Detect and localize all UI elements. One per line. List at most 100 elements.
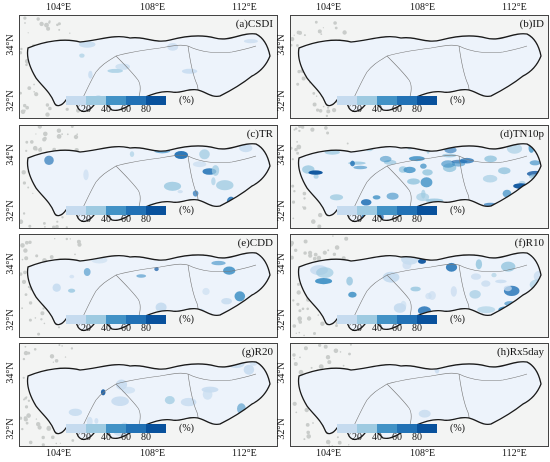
province-boundary — [458, 264, 528, 273]
province-boundary — [386, 274, 412, 320]
shade-patch — [495, 279, 507, 284]
shade-patch — [441, 160, 455, 168]
legend-swatch — [417, 96, 437, 105]
terrain-speck — [27, 416, 29, 418]
terrain-speck — [312, 102, 317, 107]
terrain-speck — [312, 92, 316, 95]
terrain-speck — [306, 307, 309, 311]
legend-tick: 20 — [81, 432, 91, 443]
legend-swatch — [377, 206, 397, 215]
terrain-speck — [25, 421, 29, 425]
terrain-speck — [52, 225, 56, 228]
terrain-speck — [291, 146, 293, 150]
legend-swatch — [66, 315, 86, 324]
shade-patch — [316, 267, 334, 278]
lon-label-top-104: 104°E — [46, 2, 72, 13]
shade-patch — [68, 288, 76, 293]
terrain-speck — [22, 212, 26, 215]
terrain-speck — [293, 128, 296, 131]
terrain-speck — [51, 435, 55, 440]
terrain-speck — [306, 430, 310, 435]
terrain-speck — [291, 158, 294, 161]
terrain-speck — [30, 140, 34, 144]
lat-label: 32°N — [276, 418, 287, 440]
terrain-speck — [20, 51, 23, 55]
province-boundary — [458, 373, 528, 382]
terrain-speck — [296, 290, 301, 295]
terrain-speck — [40, 318, 43, 321]
terrain-speck — [45, 103, 50, 107]
lat-label: 32°N — [5, 418, 16, 440]
terrain-speck — [25, 140, 29, 144]
terrain-speck — [37, 332, 41, 336]
terrain-speck — [342, 30, 347, 35]
terrain-speck — [333, 348, 339, 354]
shade-patch — [481, 280, 491, 287]
lon-label-top-108-right: 108°E — [410, 2, 436, 13]
terrain-speck — [297, 316, 302, 321]
terrain-speck — [304, 407, 309, 413]
panel-title: (b)ID — [519, 18, 544, 30]
terrain-speck — [44, 226, 46, 228]
shade-patch — [409, 156, 425, 162]
lat-label: 34°N — [5, 34, 16, 56]
lat-label: 32°N — [276, 309, 287, 331]
legend-swatch — [66, 206, 86, 215]
shade-patch — [421, 189, 426, 199]
shade-patch — [531, 406, 542, 411]
legend-unit: (%) — [179, 95, 194, 106]
terrain-speck — [339, 351, 342, 353]
color-legend: 20 40 60 80 (%) — [66, 424, 206, 443]
lat-label: 34°N — [276, 34, 287, 56]
terrain-speck — [291, 240, 294, 246]
terrain-speck — [318, 109, 323, 113]
shade-patch — [78, 41, 96, 48]
terrain-speck — [20, 219, 24, 224]
legend-tick: 40 — [372, 323, 382, 334]
legend-swatch — [106, 96, 126, 105]
terrain-speck — [292, 299, 295, 302]
terrain-speck — [33, 83, 35, 86]
terrain-speck — [293, 34, 295, 36]
terrain-speck — [332, 235, 334, 237]
map-panel: (d)TN10p 20 40 60 80 (%) — [290, 125, 549, 229]
shade-patch — [507, 196, 515, 202]
terrain-speck — [54, 359, 59, 363]
terrain-speck — [27, 285, 30, 289]
study-area-map — [292, 344, 542, 446]
color-legend: 20 40 60 80 (%) — [66, 95, 206, 115]
terrain-speck — [320, 33, 323, 35]
lat-label: 32°N — [5, 90, 16, 112]
terrain-speck — [32, 192, 34, 194]
province-boundary — [458, 155, 528, 164]
panel-title: (g)R20 — [241, 346, 273, 358]
terrain-speck — [41, 435, 45, 440]
shade-patch — [221, 298, 233, 305]
terrain-speck — [296, 82, 300, 86]
shade-patch — [199, 149, 210, 160]
terrain-speck — [348, 352, 351, 356]
shade-patch — [121, 386, 136, 394]
terrain-speck — [76, 239, 81, 244]
map-panel: (a)CSDI 20 40 60 80 (%) — [19, 15, 278, 119]
shade-patch — [459, 157, 474, 164]
province-boundary — [115, 154, 189, 167]
terrain-speck — [298, 30, 302, 35]
shade-patch — [470, 273, 482, 280]
terrain-speck — [298, 126, 302, 128]
terrain-speck — [331, 445, 334, 446]
terrain-speck — [312, 256, 317, 261]
terrain-speck — [52, 361, 55, 363]
terrain-speck — [294, 147, 298, 152]
legend-swatch — [86, 424, 106, 433]
terrain-speck — [293, 358, 295, 360]
shade-patch — [484, 155, 497, 163]
shade-patch — [180, 397, 197, 407]
legend-swatch — [146, 96, 166, 105]
shade-patch — [393, 303, 406, 313]
shade-patch — [477, 306, 496, 314]
shade-patch — [469, 290, 481, 299]
terrain-speck — [310, 366, 313, 369]
legend-tick: 80 — [141, 104, 151, 115]
legend-swatch — [357, 315, 377, 324]
